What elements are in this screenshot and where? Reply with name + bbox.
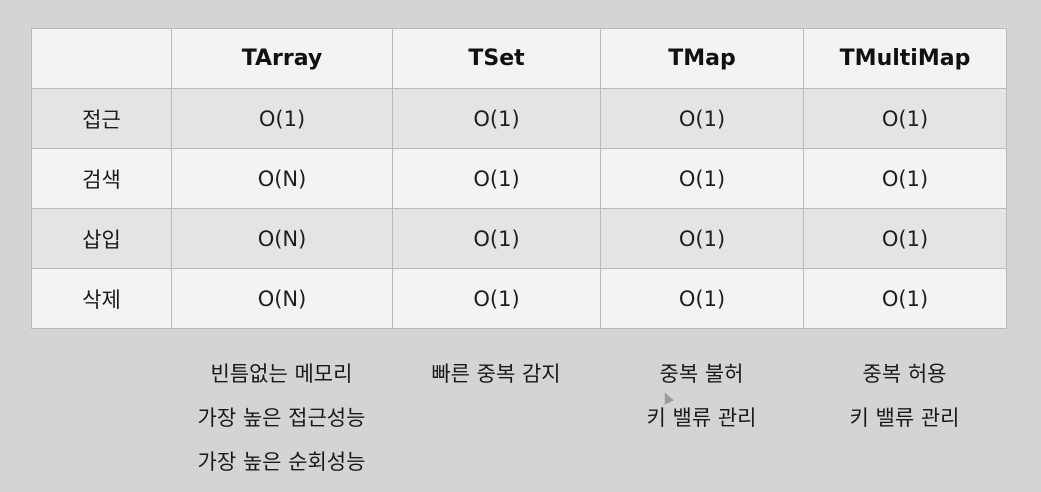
tmap-notes: 중복 불허 키 밸류 관리 <box>600 352 803 440</box>
feature-notes: 빈틈없는 메모리 가장 높은 접근성능 가장 높은 순회성능 빠른 중복 감지 … <box>0 352 1041 492</box>
table-cell: O(1) <box>171 88 393 149</box>
tmultimap-notes: 중복 허용 키 밸류 관리 <box>803 352 1006 440</box>
table-cell: O(1) <box>600 148 804 209</box>
table-cell: O(1) <box>600 88 804 149</box>
table-cell: O(1) <box>392 148 601 209</box>
table-cell: O(N) <box>171 148 393 209</box>
tset-notes: 빠른 중복 감지 <box>392 352 600 396</box>
column-header-tmultimap: TMultiMap <box>803 28 1007 89</box>
column-header-tmap: TMap <box>600 28 804 89</box>
table-row: 접근 O(1) O(1) O(1) O(1) <box>31 88 1007 149</box>
note-line: 가장 높은 순회성능 <box>197 450 366 474</box>
table-cell: O(1) <box>803 148 1007 209</box>
table-cell: O(1) <box>392 88 601 149</box>
column-header-tarray: TArray <box>171 28 393 89</box>
table-row: 삭제 O(N) O(1) O(1) O(1) <box>31 268 1007 329</box>
table-cell: O(1) <box>392 268 601 329</box>
row-label: 접근 <box>31 88 172 149</box>
table-row: 삽입 O(N) O(1) O(1) O(1) <box>31 208 1007 269</box>
note-line: 키 밸류 관리 <box>646 406 757 430</box>
note-line: 중복 불허 <box>659 362 744 386</box>
header-row: TArray TSet TMap TMultiMap <box>31 28 1007 89</box>
table-cell: O(N) <box>171 208 393 269</box>
corner-cell <box>31 28 172 89</box>
note-line: 중복 허용 <box>862 362 947 386</box>
tarray-notes: 빈틈없는 메모리 가장 높은 접근성능 가장 높은 순회성능 <box>171 352 392 484</box>
table-cell: O(1) <box>803 88 1007 149</box>
table-cell: O(1) <box>803 208 1007 269</box>
note-line: 빠른 중복 감지 <box>431 362 561 386</box>
table-cell: O(1) <box>392 208 601 269</box>
column-header-tset: TSet <box>392 28 601 89</box>
comparison-table: TArray TSet TMap TMultiMap 접근 O(1) O(1) … <box>31 28 1007 329</box>
note-line: 빈틈없는 메모리 <box>210 362 353 386</box>
row-label: 삭제 <box>31 268 172 329</box>
row-label: 검색 <box>31 148 172 209</box>
note-line: 키 밸류 관리 <box>849 406 960 430</box>
table-cell: O(N) <box>171 268 393 329</box>
note-line: 가장 높은 접근성능 <box>197 406 366 430</box>
table-row: 검색 O(N) O(1) O(1) O(1) <box>31 148 1007 209</box>
row-label: 삽입 <box>31 208 172 269</box>
table-cell: O(1) <box>803 268 1007 329</box>
table-cell: O(1) <box>600 268 804 329</box>
table-cell: O(1) <box>600 208 804 269</box>
